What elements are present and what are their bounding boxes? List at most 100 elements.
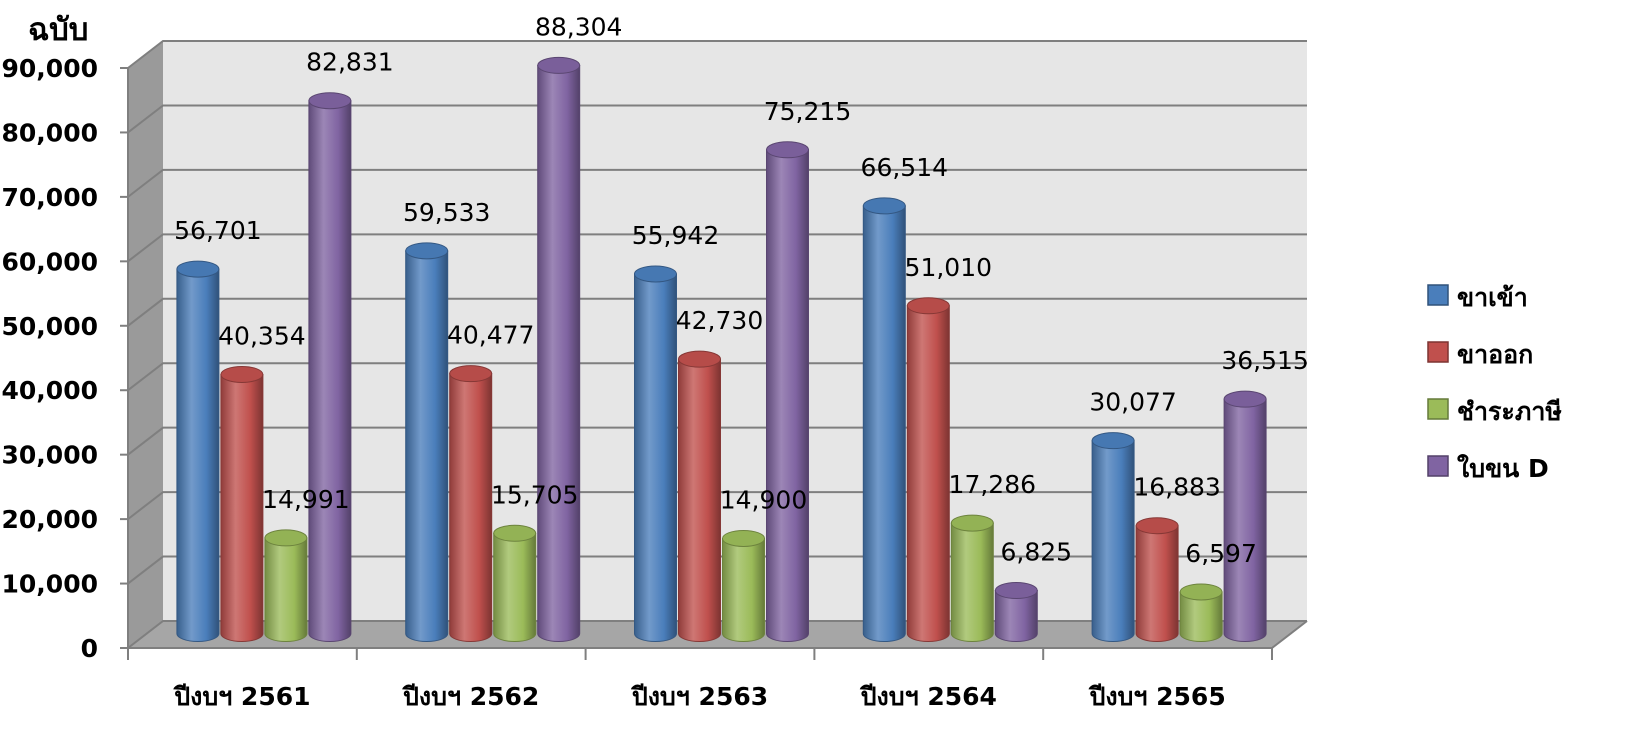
legend-item: ชำระภาษี	[1427, 397, 1562, 426]
legend-label: ใบขน D	[1457, 453, 1549, 483]
bar-top	[766, 141, 809, 159]
bar-top	[1135, 517, 1179, 535]
data-label: 30,077	[1089, 388, 1176, 417]
bar-body	[766, 149, 809, 642]
legend-swatch	[1427, 398, 1449, 420]
bar-top	[1179, 583, 1223, 601]
bar-top	[906, 297, 950, 315]
bar	[950, 514, 994, 642]
bar-body	[1179, 591, 1223, 642]
y-tick-label: 60,000	[2, 247, 98, 276]
bar-top	[634, 265, 677, 283]
data-label: 40,354	[218, 321, 305, 350]
bar-top	[493, 524, 537, 542]
data-label: 42,730	[676, 306, 763, 335]
bar	[308, 92, 352, 642]
bars	[176, 56, 1267, 642]
bar	[862, 197, 906, 642]
bar-top	[722, 529, 765, 547]
legend-swatch	[1427, 341, 1449, 363]
data-label: 56,701	[174, 216, 261, 245]
bar	[220, 365, 264, 642]
x-tick-label: ปีงบฯ 2565	[1088, 682, 1226, 711]
data-label: 14,991	[262, 485, 349, 514]
data-label: 16,883	[1133, 473, 1220, 502]
x-tick-label: ปีงบฯ 2564	[859, 682, 997, 711]
y-tick-label: 70,000	[2, 183, 98, 212]
bar	[994, 582, 1038, 642]
bar-body	[308, 100, 352, 642]
bar-top	[1223, 390, 1267, 408]
bar-body	[722, 537, 765, 642]
y-tick-label: 40,000	[2, 376, 98, 405]
axes: 0 10,000 20,000 30,000 40,000 50,000 60,000 70,…	[2, 54, 1273, 711]
bar-body	[906, 305, 950, 642]
x-tick-label: ปีงบฯ 2562	[401, 682, 539, 711]
bar-body	[862, 205, 906, 642]
x-tick-label: ปีงบฯ 2561	[173, 682, 311, 711]
data-label: 55,942	[632, 221, 719, 250]
bar-top	[950, 514, 994, 532]
y-tick-label: 90,000	[2, 54, 98, 83]
bar	[1179, 583, 1223, 642]
bar-body	[1223, 398, 1267, 642]
y-tick-label: 80,000	[2, 118, 98, 147]
data-label: 6,597	[1185, 539, 1257, 568]
legend-label: ขาเข้า	[1457, 283, 1528, 312]
data-label: 6,825	[1001, 538, 1073, 567]
bar	[264, 529, 308, 642]
data-label: 82,831	[306, 48, 393, 77]
bar	[634, 265, 677, 642]
gridline	[127, 168, 1307, 198]
bar	[1091, 432, 1135, 642]
y-tick-label: 30,000	[2, 441, 98, 470]
bar-body	[994, 590, 1038, 642]
legend-swatch	[1427, 284, 1449, 306]
side-wall	[128, 41, 163, 648]
legend-swatch	[1427, 455, 1449, 477]
bar-top	[537, 56, 581, 74]
bar-top	[678, 350, 721, 368]
data-label: 59,533	[403, 198, 490, 227]
data-label: 40,477	[447, 321, 534, 350]
bar-top	[264, 529, 308, 547]
bar-body	[537, 64, 581, 642]
bar-body	[176, 268, 220, 642]
bar	[766, 141, 809, 642]
data-labels: 56,701 40,354 14,991 82,831 59,533 40,477 15,7…	[174, 12, 1309, 568]
y-axis-unit-label: ฉบับ	[28, 12, 88, 48]
bar-top	[308, 92, 352, 110]
bar	[493, 524, 537, 642]
bar-body	[678, 358, 721, 642]
bar-top	[449, 365, 493, 383]
bar	[537, 56, 581, 642]
data-label: 75,215	[764, 97, 851, 126]
bar-body	[493, 532, 537, 642]
bar-body	[449, 373, 493, 642]
bar	[449, 365, 493, 642]
y-tick-label: 50,000	[2, 312, 98, 341]
bar	[906, 297, 950, 642]
bar-body	[220, 373, 264, 642]
gridline	[127, 104, 1307, 134]
bar	[1135, 517, 1179, 642]
data-label: 14,900	[720, 485, 807, 514]
legend-item: ขาออก	[1427, 340, 1533, 369]
bar	[176, 260, 220, 642]
bar-top	[994, 582, 1038, 600]
bar	[405, 242, 449, 642]
data-label: 51,010	[905, 253, 992, 282]
x-tick-label: ปีงบฯ 2563	[630, 682, 768, 711]
bar-top	[176, 260, 220, 278]
bar	[678, 350, 721, 642]
y-tick-label: 20,000	[2, 505, 98, 534]
data-label: 36,515	[1221, 346, 1308, 375]
y-tick-label: 10,000	[2, 570, 98, 599]
y-tick-label: 0	[81, 634, 98, 663]
bar-body	[1135, 525, 1179, 642]
legend-label: ขาออก	[1457, 340, 1533, 369]
back-wall	[163, 41, 1307, 621]
